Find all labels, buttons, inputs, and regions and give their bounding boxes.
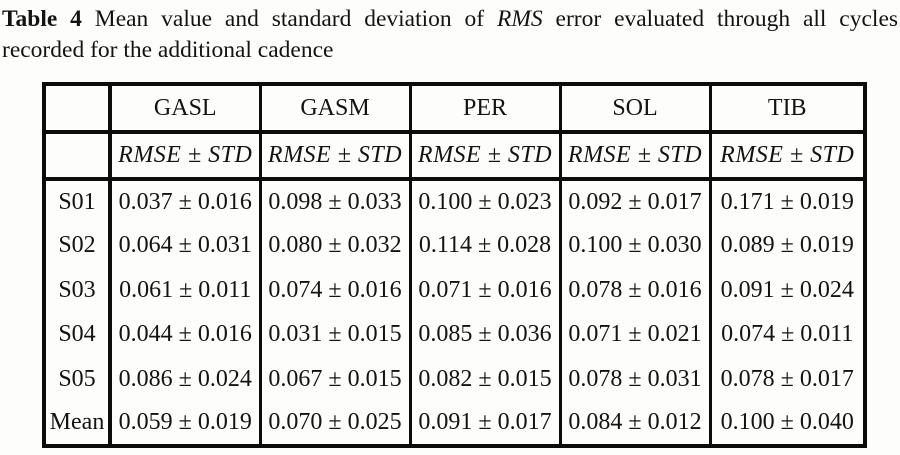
value-cell: 0.114 ± 0.028 [408,223,560,269]
caption-line-2: recorded for the additional cadence [2,37,334,64]
row-label: S02 [44,223,112,269]
value-cell: 0.098 ± 0.033 [258,179,410,224]
table-row-s02: S02 0.064 ± 0.031 0.080 ± 0.032 0.114 ± … [44,223,865,269]
value-cell: 0.092 ± 0.017 [558,179,710,224]
value-cell: 0.071 ± 0.021 [558,312,710,358]
row-label: S05 [44,357,112,402]
value-cell: 0.100 ± 0.040 [708,401,865,447]
table-row-mean: Mean 0.059 ± 0.019 0.070 ± 0.025 0.091 ±… [44,401,865,447]
column-header-tib: TIB [708,84,865,135]
value-cell: 0.078 ± 0.031 [558,357,710,402]
value-cell: 0.078 ± 0.016 [558,268,710,313]
table-caption: Table 4 Mean value and standard deviatio… [0,4,898,66]
value-cell: 0.089 ± 0.019 [708,223,865,269]
subheader-cell: RMSE ± STD [558,132,710,182]
value-cell: 0.074 ± 0.016 [258,268,410,313]
value-cell: 0.078 ± 0.017 [708,357,865,402]
column-header-sol: SOL [558,84,710,135]
caption-text-post: error evaluated through all cycles [555,6,899,32]
value-cell: 0.091 ± 0.024 [708,268,865,313]
table-row-s01: S01 0.037 ± 0.016 0.098 ± 0.033 0.100 ± … [44,179,865,224]
row-label: S03 [44,268,112,313]
value-cell: 0.037 ± 0.016 [108,179,260,224]
value-cell: 0.171 ± 0.019 [708,179,865,224]
row-label: S01 [44,179,112,224]
value-cell: 0.044 ± 0.016 [108,312,260,358]
value-cell: 0.085 ± 0.036 [408,312,560,358]
column-header-gasm: GASM [258,84,410,135]
value-cell: 0.084 ± 0.012 [558,401,710,447]
value-cell: 0.100 ± 0.030 [558,223,710,269]
subheader-cell: RMSE ± STD [108,132,260,182]
value-cell: 0.086 ± 0.024 [108,357,260,402]
value-cell: 0.071 ± 0.016 [408,268,560,313]
value-cell: 0.070 ± 0.025 [258,401,410,447]
subheader-row: RMSE ± STD RMSE ± STD RMSE ± STD RMSE ± … [44,132,865,182]
value-cell: 0.091 ± 0.017 [408,401,560,447]
table-row-s03: S03 0.061 ± 0.011 0.074 ± 0.016 0.071 ± … [44,268,865,313]
value-cell: 0.059 ± 0.019 [108,401,260,447]
subheader-cell: RMSE ± STD [408,132,560,182]
value-cell: 0.064 ± 0.031 [108,223,260,269]
caption-text-pre: Mean value and standard deviation of [94,6,485,32]
header-row: GASL GASM PER SOL TIB [44,84,865,135]
caption-line-1: Table 4 Mean value and standard deviatio… [2,4,898,35]
row-label: S04 [44,312,112,358]
column-header-per: PER [408,84,560,135]
caption-table-number: Table 4 [2,6,82,32]
caption-rms-term: RMS [496,6,543,32]
table-row-s05: S05 0.086 ± 0.024 0.067 ± 0.015 0.082 ± … [44,357,865,402]
subheader-cell: RMSE ± STD [258,132,410,182]
value-cell: 0.074 ± 0.011 [708,312,865,358]
value-cell: 0.082 ± 0.015 [408,357,560,402]
value-cell: 0.100 ± 0.023 [408,179,560,224]
row-label: Mean [44,401,112,447]
column-header-gasl: GASL [110,84,260,135]
table-row-s04: S04 0.044 ± 0.016 0.031 ± 0.015 0.085 ± … [44,312,865,358]
value-cell: 0.080 ± 0.032 [258,223,410,269]
value-cell: 0.031 ± 0.015 [258,312,410,358]
subheader-stub-cell [44,132,112,182]
header-stub-cell [44,84,112,135]
value-cell: 0.061 ± 0.011 [108,268,260,313]
subheader-cell: RMSE ± STD [708,132,865,182]
rms-error-table: GASL GASM PER SOL TIB RMSE ± STD RMSE ± … [42,82,867,449]
value-cell: 0.067 ± 0.015 [258,357,410,402]
